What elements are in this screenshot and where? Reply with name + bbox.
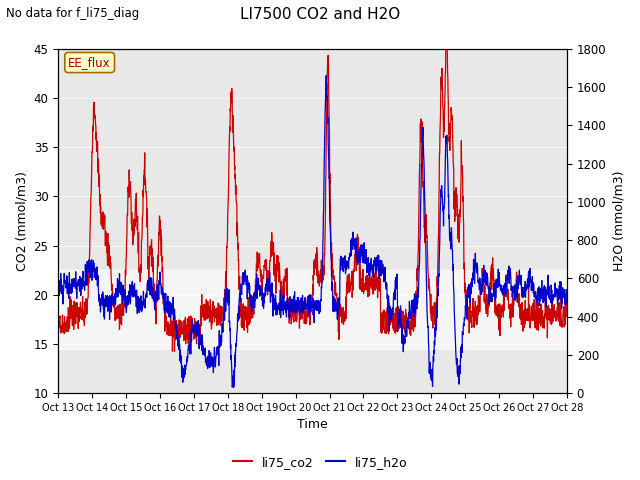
Text: EE_flux: EE_flux (68, 56, 111, 69)
Bar (58, 270, 567, 349)
Legend: li75_co2, li75_h2o: li75_co2, li75_h2o (228, 451, 412, 474)
Text: No data for f_li75_diag: No data for f_li75_diag (6, 7, 140, 20)
X-axis label: Time: Time (297, 419, 328, 432)
Y-axis label: H2O (mmol/m3): H2O (mmol/m3) (612, 171, 625, 271)
Text: LI7500 CO2 and H2O: LI7500 CO2 and H2O (240, 7, 400, 22)
Y-axis label: CO2 (mmol/m3): CO2 (mmol/m3) (15, 171, 28, 271)
